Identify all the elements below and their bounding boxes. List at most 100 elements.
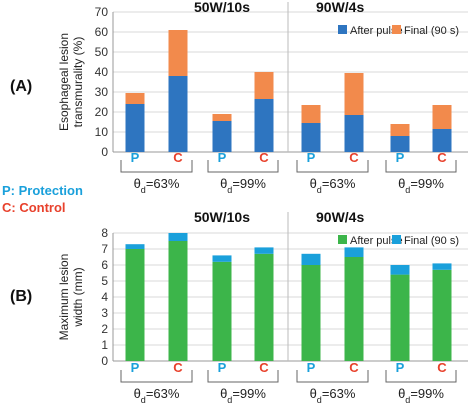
y-axis-label: Esophageal lesion — [57, 33, 71, 131]
bar-segment-final-90-s- — [125, 93, 145, 104]
y-tick-label: 10 — [95, 125, 109, 139]
bar-segment-final-90-s- — [301, 253, 321, 265]
x-tick-label: P — [396, 150, 405, 165]
y-tick-label: 3 — [101, 306, 108, 320]
y-tick-label: 70 — [95, 5, 109, 19]
y-tick-label: 0 — [101, 354, 108, 368]
panel-a-label: (A) — [10, 78, 33, 95]
legend-label: After pulse — [350, 235, 403, 247]
x-tick-label: P — [218, 360, 227, 375]
x-tick-label: P — [307, 150, 316, 165]
bar-segment-final-90-s- — [168, 30, 188, 76]
legend-swatch — [338, 235, 347, 244]
bar-segment-after-pulse — [168, 241, 188, 361]
pair-bracket — [207, 160, 279, 173]
bar-segment-after-pulse — [125, 104, 145, 152]
legend-label: After pulse — [350, 25, 403, 37]
pair-label: θd=63% — [310, 176, 356, 195]
pair-bracket — [120, 160, 193, 173]
bar-segment-final-90-s- — [254, 72, 274, 99]
bar-segment-final-90-s- — [254, 247, 274, 254]
bar-segment-final-90-s- — [168, 233, 188, 241]
x-tick-label: P — [218, 150, 227, 165]
y-tick-label: 4 — [101, 290, 108, 304]
pair-label: θd=99% — [398, 176, 444, 195]
bar-segment-after-pulse — [212, 261, 232, 361]
bar-segment-after-pulse — [344, 257, 364, 361]
legend-label: Final (90 s) — [404, 25, 459, 37]
y-tick-label: 6 — [101, 258, 108, 272]
bar-segment-final-90-s- — [390, 124, 410, 136]
bar-segment-after-pulse — [344, 115, 364, 152]
y-tick-label: 1 — [101, 338, 108, 352]
legend-control-note: C: Control — [2, 200, 66, 215]
group-title: 50W/10s — [194, 209, 250, 225]
pair-label: θd=63% — [134, 176, 180, 195]
group-title: 90W/4s — [316, 0, 364, 15]
y-tick-label: 30 — [95, 85, 109, 99]
bar-segment-after-pulse — [390, 274, 410, 361]
bar-segment-after-pulse — [301, 265, 321, 361]
group-title: 90W/4s — [316, 209, 364, 225]
group-title: 50W/10s — [194, 0, 250, 15]
legend-swatch — [392, 235, 401, 244]
legend-swatch — [338, 25, 347, 34]
y-tick-label: 40 — [95, 65, 109, 79]
x-tick-label: P — [131, 150, 140, 165]
x-tick-label: P — [307, 360, 316, 375]
bar-segment-after-pulse — [254, 253, 274, 361]
bar-segment-after-pulse — [168, 76, 188, 152]
legend-protection-note: P: Protection — [2, 183, 83, 198]
legend-swatch — [392, 25, 401, 34]
pair-label: θd=63% — [310, 386, 356, 405]
bar-segment-final-90-s- — [212, 255, 232, 262]
bar-segment-after-pulse — [254, 99, 274, 152]
pair-label: θd=99% — [398, 386, 444, 405]
bar-segment-final-90-s- — [344, 247, 364, 257]
pair-label: θd=99% — [220, 176, 266, 195]
pair-bracket — [385, 370, 457, 383]
bar-segment-final-90-s- — [432, 105, 452, 129]
legend-label: Final (90 s) — [404, 235, 459, 247]
y-axis-label: transmurality (%) — [71, 37, 85, 128]
pair-bracket — [296, 370, 369, 383]
y-tick-label: 50 — [95, 45, 109, 59]
bar-segment-final-90-s- — [212, 114, 232, 121]
y-axis-label: Maximum lesion — [57, 254, 71, 341]
x-tick-label: C — [437, 150, 447, 165]
y-tick-label: 2 — [101, 322, 108, 336]
y-axis-label: width (mm) — [71, 267, 85, 327]
bar-segment-after-pulse — [212, 121, 232, 152]
pair-bracket — [120, 370, 193, 383]
pair-bracket — [385, 160, 457, 173]
y-tick-label: 20 — [95, 105, 109, 119]
bar-segment-final-90-s- — [432, 263, 452, 270]
pair-bracket — [296, 160, 369, 173]
bar-segment-after-pulse — [125, 249, 145, 361]
x-tick-label: C — [173, 360, 183, 375]
y-tick-label: 7 — [101, 242, 108, 256]
y-tick-label: 8 — [101, 226, 108, 240]
bar-segment-final-90-s- — [390, 265, 410, 275]
bar-segment-after-pulse — [301, 123, 321, 152]
x-tick-label: C — [349, 150, 359, 165]
pair-bracket — [207, 370, 279, 383]
y-tick-label: 60 — [95, 25, 109, 39]
bar-segment-final-90-s- — [344, 73, 364, 115]
bar-segment-final-90-s- — [301, 105, 321, 123]
y-tick-label: 5 — [101, 274, 108, 288]
x-tick-label: C — [349, 360, 359, 375]
y-tick-label: 0 — [101, 145, 108, 159]
pair-label: θd=99% — [220, 386, 266, 405]
bar-segment-after-pulse — [432, 129, 452, 152]
bar-segment-after-pulse — [390, 136, 410, 152]
x-tick-label: P — [396, 360, 405, 375]
x-tick-label: C — [259, 150, 269, 165]
x-tick-label: C — [173, 150, 183, 165]
bar-segment-after-pulse — [432, 269, 452, 361]
panel-b-label: (B) — [10, 288, 33, 305]
bar-segment-final-90-s- — [125, 244, 145, 249]
x-tick-label: C — [259, 360, 269, 375]
x-tick-label: C — [437, 360, 447, 375]
